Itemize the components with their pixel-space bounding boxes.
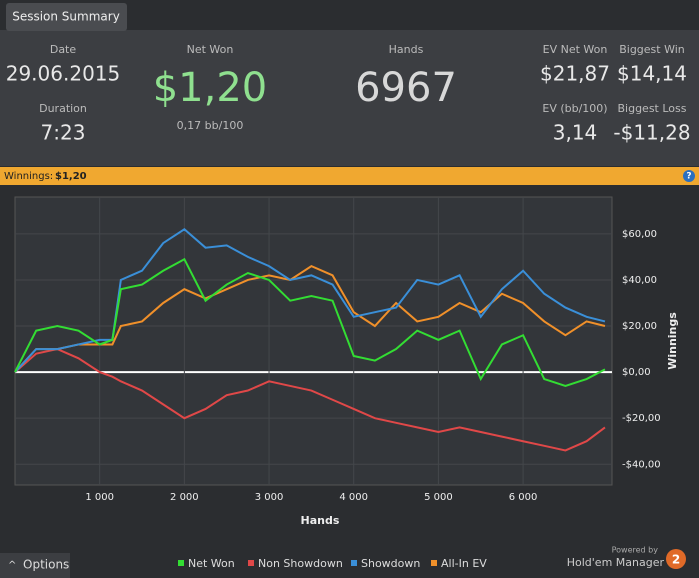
badge: [666, 549, 686, 569]
x-tick-label: 1 000: [85, 492, 114, 503]
help-text[interactable]: ?: [686, 172, 691, 182]
legend-swatch: [178, 560, 184, 566]
y-axis-label: Winnings: [666, 312, 679, 370]
legend-label: All-In EV: [441, 557, 487, 570]
legend-label: Net Won: [188, 557, 235, 570]
biggest-win-label: Biggest Win: [619, 43, 685, 56]
brand: Hold'em Manager: [567, 556, 665, 569]
ev-net-won: $21,87: [540, 62, 610, 86]
x-tick-label: 2 000: [170, 492, 199, 503]
biggest-loss-label: Biggest Loss: [617, 102, 686, 115]
series-line: [14, 264, 606, 373]
legend-swatch: [431, 560, 437, 566]
duration: 7:23: [41, 121, 86, 145]
banner-value: $1,20: [55, 171, 87, 182]
x-tick-label: 5 000: [424, 492, 453, 503]
net-won: $1,20: [153, 65, 268, 111]
ev-net-won-label: EV Net Won: [543, 43, 608, 56]
x-axis-label: Hands: [301, 514, 340, 527]
options-button[interactable]: [0, 553, 70, 578]
net-won-label: Net Won: [187, 43, 234, 56]
y-tick-label: $60,00: [622, 229, 657, 240]
y-tick-label: -$20,00: [622, 413, 661, 424]
help-icon[interactable]: [683, 170, 695, 182]
y-tick-label: -$40,00: [622, 459, 661, 470]
hands: 6967: [355, 65, 457, 111]
powered-by: Powered by: [612, 546, 659, 555]
legend-swatch: [248, 560, 254, 566]
biggest-loss: -$11,28: [613, 121, 690, 145]
legend-label: Showdown: [361, 557, 420, 570]
tab-label[interactable]: Session Summary: [12, 10, 120, 24]
banner-label: Winnings:: [4, 171, 53, 182]
biggest-win: $14,14: [617, 62, 687, 86]
options-caret[interactable]: ^: [8, 560, 16, 571]
date: 29.06.2015: [6, 62, 121, 86]
series-line: [14, 257, 606, 387]
x-tick-label: 6 000: [509, 492, 538, 503]
badge-text: 2: [672, 553, 680, 567]
y-tick-label: $40,00: [622, 275, 657, 286]
y-tick-label: $0,00: [622, 367, 651, 378]
date-label: Date: [50, 43, 77, 56]
y-tick-label: $20,00: [622, 321, 657, 332]
legend-swatch: [351, 560, 357, 566]
tab[interactable]: [6, 3, 127, 31]
summary-panel: [0, 30, 699, 166]
x-tick-label: 4 000: [339, 492, 368, 503]
legend-label: Non Showdown: [258, 557, 343, 570]
hands-label: Hands: [389, 43, 424, 56]
bb-per-100: 0,17 bb/100: [177, 119, 244, 132]
ev-bb: 3,14: [553, 121, 598, 145]
legend: Net Won Non Showdown Showdown All-In EV: [178, 557, 487, 570]
duration-label: Duration: [39, 102, 87, 115]
series-line: [14, 348, 606, 452]
banner: [0, 167, 699, 185]
options-label[interactable]: Options: [23, 558, 69, 572]
ev-bb-label: EV (bb/100): [542, 102, 607, 115]
x-tick-label: 3 000: [255, 492, 284, 503]
